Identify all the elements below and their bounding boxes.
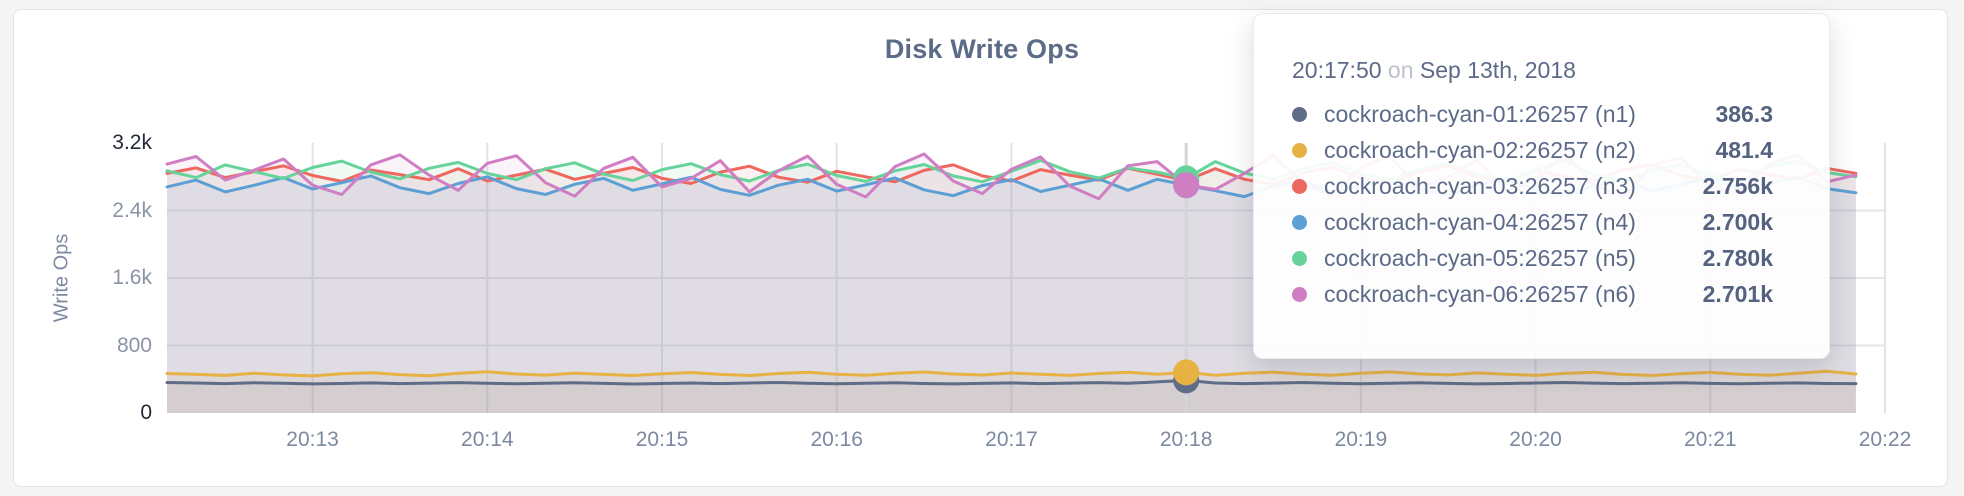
hover-point-dot (1173, 359, 1200, 386)
x-tick-label: 20:16 (810, 428, 863, 451)
x-tick-label: 20:19 (1334, 428, 1388, 451)
series-value: 2.701k (1702, 280, 1773, 307)
series-name: cockroach-cyan-04:26257 (n4) (1324, 208, 1636, 235)
series-value: 481.4 (1715, 136, 1773, 163)
series-name: cockroach-cyan-03:26257 (n3) (1324, 172, 1636, 199)
series-line (165, 378, 1858, 386)
series-dot-icon (1292, 250, 1307, 266)
series-name: cockroach-cyan-05:26257 (n5) (1324, 244, 1636, 271)
y-tick-label: 3.2k (112, 131, 152, 154)
x-tick-label: 20:17 (985, 428, 1038, 451)
y-tick-label: 1.6k (112, 266, 152, 289)
series-line (165, 369, 1858, 378)
tooltip-conjunction: on (1387, 57, 1414, 83)
series-dot-icon (1292, 178, 1307, 194)
x-tick-label: 20:18 (1159, 428, 1213, 451)
x-tick-label: 20:22 (1858, 428, 1912, 451)
series-value: 2.756k (1702, 172, 1773, 199)
x-tick-label: 20:20 (1509, 428, 1562, 451)
tooltip-series-list: cockroach-cyan-01:26257 (n1) 386.3 cockroa… (1292, 96, 1773, 312)
series-name: cockroach-cyan-06:26257 (n6) (1324, 280, 1636, 307)
series-value: 2.700k (1702, 208, 1773, 235)
series-name: cockroach-cyan-02:26257 (n2) (1324, 136, 1636, 163)
tooltip-series-row: cockroach-cyan-01:26257 (n1) 386.3 (1292, 96, 1773, 132)
hover-tooltip: 20:17:50 on Sep 13th, 2018 cockroach-cya… (1253, 13, 1830, 359)
y-tick-label: 2.4k (112, 198, 152, 222)
series-name: cockroach-cyan-01:26257 (n1) (1324, 100, 1636, 127)
series-dot-icon (1292, 214, 1307, 230)
y-tick-label: 800 (116, 333, 152, 357)
x-tick-label: 20:13 (286, 428, 339, 451)
tooltip-series-row: cockroach-cyan-02:26257 (n2) 481.4 (1292, 132, 1773, 168)
series-value: 386.3 (1715, 100, 1773, 127)
tooltip-series-row: cockroach-cyan-05:26257 (n5) 2.780k (1292, 240, 1773, 276)
series-value: 2.780k (1702, 244, 1773, 271)
x-tick-label: 20:15 (635, 428, 689, 451)
hover-point-dot (1173, 172, 1200, 199)
x-tick-label: 20:21 (1684, 428, 1737, 451)
series-dot-icon (1292, 106, 1307, 122)
tooltip-series-row: cockroach-cyan-06:26257 (n6) 2.701k (1292, 276, 1773, 312)
tooltip-series-row: cockroach-cyan-04:26257 (n4) 2.700k (1292, 204, 1773, 240)
tooltip-time: 20:17:50 (1292, 57, 1382, 83)
tooltip-header: 20:17:50 on Sep 13th, 2018 (1292, 56, 1773, 84)
series-area (167, 380, 1856, 413)
x-tick-label: 20:14 (461, 428, 514, 451)
y-tick-label: 0 (140, 401, 152, 424)
tooltip-series-row: cockroach-cyan-03:26257 (n3) 2.756k (1292, 168, 1773, 204)
tooltip-date: Sep 13th, 2018 (1419, 57, 1576, 83)
series-dot-icon (1292, 142, 1307, 158)
series-dot-icon (1292, 286, 1307, 302)
chart-title: Disk Write Ops (884, 34, 1080, 64)
